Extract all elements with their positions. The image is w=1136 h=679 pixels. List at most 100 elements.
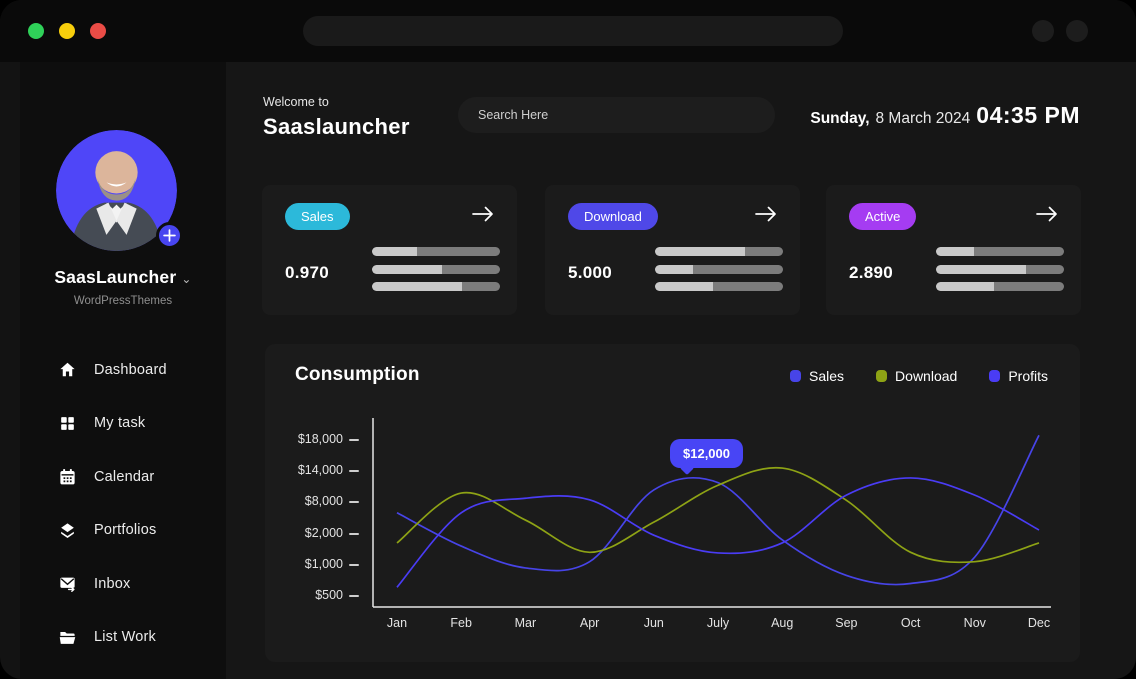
chart-tooltip: $12,000: [670, 439, 743, 468]
x-tick-label: Aug: [771, 616, 794, 630]
progress-bar: [655, 247, 783, 256]
legend-dot-icon: [989, 370, 1001, 382]
sidebar-item-inbox[interactable]: Inbox: [20, 557, 226, 611]
consumption-chart-card: Consumption Sales Download Profits $18,0…: [265, 344, 1080, 662]
stat-value: 2.890: [849, 263, 894, 282]
progress-bar: [655, 264, 783, 274]
status-badge: Active: [849, 203, 917, 230]
layers-icon: [61, 523, 74, 538]
arrow-right-icon[interactable]: [1035, 205, 1059, 223]
legend-label: Profits: [1008, 368, 1048, 384]
y-tick-label: $8,000: [304, 494, 343, 509]
inbox-icon: [60, 577, 75, 593]
status-badge: Sales: [285, 203, 350, 230]
sidebar-item-dashboard[interactable]: Dashboard: [20, 343, 226, 397]
traffic-lights: [28, 23, 106, 39]
window-green-button[interactable]: [28, 23, 44, 39]
profile-subtitle: WordPressThemes: [73, 295, 173, 307]
y-tick-dash: [349, 532, 359, 535]
profile-name-text: SaasLauncher: [54, 267, 177, 287]
progress-bar: [372, 264, 500, 274]
chart-line-download: [396, 466, 1040, 564]
avatar[interactable]: [56, 130, 177, 251]
date-text: 8 March 2024: [875, 110, 971, 127]
stat-card-active: Active 2.890: [826, 185, 1081, 315]
line-chart-plot: [372, 418, 1051, 608]
stat-card-sales: Sales 0.970: [262, 185, 517, 315]
stat-value: 5.000: [568, 263, 613, 282]
sidebar-item-label: Inbox: [94, 575, 131, 592]
y-tick-label: $14,000: [297, 463, 343, 478]
chart-title: Consumption: [295, 364, 420, 385]
window-red-button[interactable]: [90, 23, 106, 39]
arrow-right-icon[interactable]: [754, 205, 778, 223]
welcome-text: Welcome to: [263, 95, 329, 109]
progress-bar: [936, 264, 1064, 274]
progress-bars: [655, 247, 783, 300]
sidebar-item-list-work[interactable]: List Work: [20, 611, 226, 665]
chart-line-sales: [396, 434, 1040, 586]
folder-icon: [59, 631, 76, 644]
home-icon: [60, 363, 75, 377]
progress-bar: [936, 282, 1064, 291]
titlebar-dot-icon: [1032, 20, 1054, 42]
sidebar-item-my-task[interactable]: My task: [20, 397, 226, 451]
sidebar-item-label: Dashboard: [94, 361, 167, 378]
arrow-right-icon[interactable]: [471, 205, 495, 223]
y-tick-dash: [349, 501, 359, 504]
progress-bar: [372, 282, 500, 291]
x-tick-label: Oct: [900, 616, 921, 630]
progress-bars: [936, 247, 1064, 300]
y-tick-dash: [349, 470, 359, 473]
legend-item-download[interactable]: Download: [876, 368, 957, 384]
legend-label: Sales: [809, 368, 845, 384]
sidebar-item-label: Calendar: [94, 468, 155, 485]
progress-bar: [936, 247, 1064, 256]
x-tick-label: Feb: [450, 616, 472, 630]
x-tick-label: Jun: [643, 616, 664, 630]
window-yellow-button[interactable]: [59, 23, 75, 39]
legend-label: Download: [895, 368, 958, 384]
add-profile-button[interactable]: [156, 222, 183, 249]
y-tick-dash: [349, 439, 359, 441]
plus-icon: [163, 229, 176, 242]
x-tick-label: Dec: [1027, 616, 1051, 630]
y-tick-dash: [349, 595, 359, 597]
sidebar-item-portfolios[interactable]: Portfolios: [20, 504, 226, 558]
legend-dot-icon: [790, 370, 802, 382]
search-field-wrap: [458, 97, 775, 133]
datetime: Sunday, 8 March 2024 04:35 PM: [810, 102, 1080, 129]
grid-icon: [61, 416, 74, 430]
x-tick-label: Nov: [963, 616, 986, 630]
chart-legend: Sales Download Profits: [790, 368, 1048, 384]
legend-item-sales[interactable]: Sales: [790, 368, 844, 384]
chart-line-profits: [396, 477, 1040, 588]
legend-dot-icon: [876, 370, 888, 382]
sidebar-item-label: My task: [94, 415, 146, 432]
search-input[interactable]: [458, 97, 775, 133]
sidebar-item-label: Portfolios: [94, 522, 157, 539]
y-tick-dash: [349, 563, 359, 566]
chevron-down-icon[interactable]: ⌄: [181, 272, 192, 286]
sidebar-item-label: List Work: [94, 629, 156, 646]
time-text: 04:35 PM: [976, 102, 1080, 128]
date-day: Sunday,: [810, 110, 870, 127]
legend-item-profits[interactable]: Profits: [989, 368, 1048, 384]
progress-bars: [372, 247, 500, 300]
y-tick-label: $2,000: [304, 525, 343, 540]
profile-name[interactable]: SaasLauncher ⌄: [20, 267, 226, 288]
stat-card-download: Download 5.000: [545, 185, 800, 315]
status-badge: Download: [568, 203, 658, 230]
address-bar[interactable]: [303, 16, 843, 46]
sidebar: SaasLauncher ⌄ WordPressThemes Dashboard…: [20, 62, 226, 679]
main-content: Welcome to Saaslauncher Sunday, 8 March …: [226, 62, 1136, 679]
x-tick-label: July: [706, 616, 730, 630]
sidebar-item-calendar[interactable]: Calendar: [20, 450, 226, 504]
y-tick-label: $18,000: [297, 432, 343, 446]
x-tick-label: Mar: [514, 616, 537, 630]
x-tick-label: Sep: [835, 616, 858, 630]
stat-value: 0.970: [285, 263, 330, 282]
progress-bar: [372, 247, 500, 256]
titlebar-dot-icon: [1066, 20, 1088, 42]
